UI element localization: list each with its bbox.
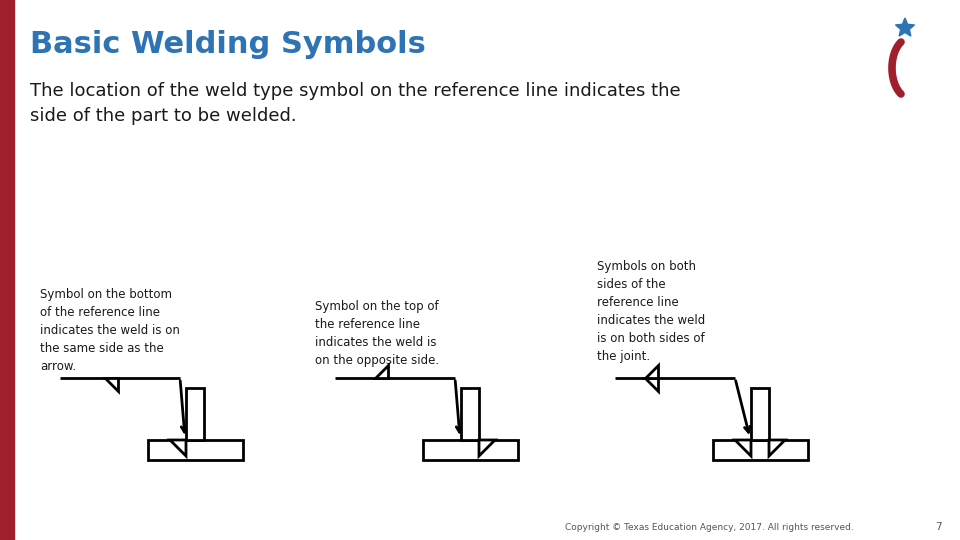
Bar — [186, 388, 204, 440]
Bar — [422, 440, 517, 460]
Polygon shape — [170, 440, 186, 456]
Polygon shape — [645, 365, 658, 378]
Text: Copyright © Texas Education Agency, 2017. All rights reserved.: Copyright © Texas Education Agency, 2017… — [565, 523, 853, 532]
Bar — [461, 388, 479, 440]
Text: Basic Welding Symbols: Basic Welding Symbols — [30, 30, 426, 59]
Text: Symbol on the bottom
of the reference line
indicates the weld is on
the same sid: Symbol on the bottom of the reference li… — [40, 288, 180, 373]
Polygon shape — [896, 18, 915, 36]
Bar — [148, 440, 243, 460]
Text: The location of the weld type symbol on the reference line indicates the
side of: The location of the weld type symbol on … — [30, 82, 681, 125]
Polygon shape — [479, 440, 495, 456]
Polygon shape — [105, 378, 118, 391]
Text: Symbol on the top of
the reference line
indicates the weld is
on the opposite si: Symbol on the top of the reference line … — [315, 300, 439, 367]
Bar — [0, 0, 14, 540]
Text: Symbols on both
sides of the
reference line
indicates the weld
is on both sides : Symbols on both sides of the reference l… — [597, 260, 706, 363]
Polygon shape — [645, 378, 658, 391]
Text: 7: 7 — [935, 522, 942, 532]
Bar — [712, 440, 807, 460]
Polygon shape — [769, 440, 785, 456]
Bar — [751, 388, 769, 440]
Polygon shape — [375, 365, 388, 378]
Polygon shape — [735, 440, 751, 456]
